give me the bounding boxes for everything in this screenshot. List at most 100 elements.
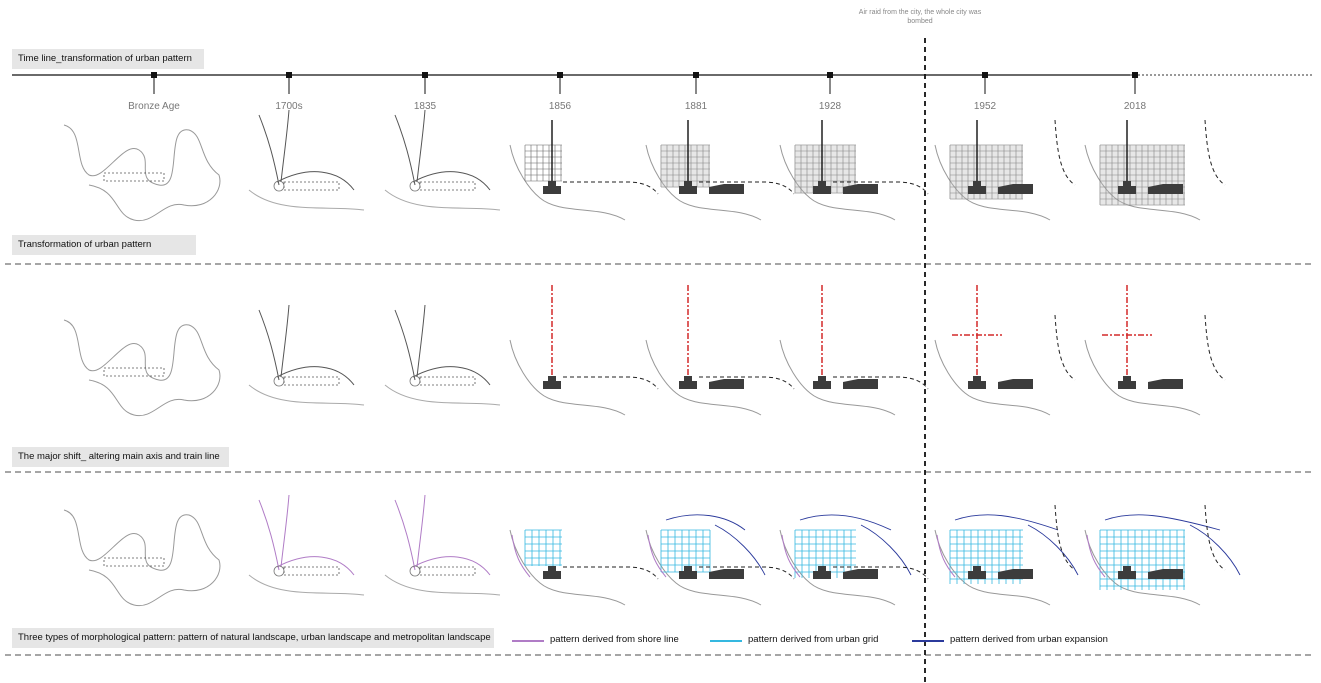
timeline-marker <box>422 72 428 78</box>
coastline <box>509 529 626 606</box>
port-block <box>684 376 692 382</box>
train-line <box>699 376 795 390</box>
train-line <box>699 566 795 580</box>
port-block <box>843 379 878 389</box>
period-label-6: 1952 <box>973 101 997 112</box>
map-bronze-age-row-1 <box>63 319 221 417</box>
road <box>394 114 416 186</box>
port-block <box>968 186 986 194</box>
coastline <box>509 339 626 416</box>
period-label-5: 1928 <box>818 101 842 112</box>
settlement-outline <box>103 557 165 567</box>
train-line <box>563 566 659 580</box>
timeline-marker <box>693 72 699 78</box>
legend-item-shore: pattern derived from shore line <box>512 634 679 645</box>
timeline-marker <box>1132 72 1138 78</box>
port-block <box>679 381 697 389</box>
legend-swatch-expansion <box>912 640 944 642</box>
period-label-2: 1835 <box>413 101 437 112</box>
shore-pattern <box>647 534 667 578</box>
port-block <box>679 186 697 194</box>
port-block <box>1118 186 1136 194</box>
port-block <box>709 569 744 579</box>
shore-pattern <box>781 534 801 578</box>
train-line <box>699 181 795 195</box>
map-1700s-row-2 <box>248 494 365 596</box>
port-block <box>1118 381 1136 389</box>
port-block <box>709 184 744 194</box>
expansion-pattern <box>714 524 766 576</box>
road <box>416 494 426 568</box>
coastline <box>509 144 626 221</box>
port-block <box>843 569 878 579</box>
expansion-pattern <box>1027 524 1079 576</box>
map-1835-row-0 <box>384 109 501 211</box>
port-block <box>543 381 561 389</box>
port-block <box>709 379 744 389</box>
settlement-outline <box>103 367 165 377</box>
expansion-pattern <box>1104 514 1221 531</box>
expansion-pattern <box>799 514 892 531</box>
timeline-marker <box>557 72 563 78</box>
expansion-pattern <box>1189 524 1241 576</box>
coastline <box>779 339 896 416</box>
coastline <box>384 384 501 406</box>
settlement-outline <box>283 376 340 386</box>
road <box>412 171 491 191</box>
port-block <box>973 566 981 572</box>
port-block <box>548 181 556 187</box>
map-2018-row-2 <box>1084 504 1241 606</box>
map-bronze-age-row-2 <box>63 509 221 607</box>
legend-label-grid: pattern derived from urban grid <box>748 634 879 645</box>
train-line <box>563 181 659 195</box>
road <box>258 114 280 186</box>
timeline-title: Time line_transformation of urban patter… <box>12 49 204 69</box>
legend-item-grid: pattern derived from urban grid <box>710 634 878 645</box>
port-block <box>548 376 556 382</box>
road <box>416 304 426 378</box>
timeline-marker <box>982 72 988 78</box>
legend-swatch-grid <box>710 640 742 642</box>
port-block <box>1123 376 1131 382</box>
port-block <box>843 184 878 194</box>
train-line <box>1204 119 1226 186</box>
port-block <box>1123 181 1131 187</box>
period-label-1: 1700s <box>275 101 303 112</box>
map-1835-row-1 <box>384 304 501 406</box>
shore-pattern <box>1086 534 1106 578</box>
natural-outline <box>63 509 221 607</box>
legend-item-expansion: pattern derived from urban expansion <box>912 634 1108 645</box>
train-line <box>1054 119 1076 186</box>
road <box>412 366 491 386</box>
coastline <box>1084 144 1201 221</box>
settlement-outline <box>103 172 165 182</box>
map-1856-row-2 <box>509 529 659 606</box>
road <box>258 499 280 571</box>
coastline <box>645 144 762 221</box>
coastline <box>645 339 762 416</box>
map-1952-row-2 <box>934 504 1079 606</box>
train-line <box>563 376 659 390</box>
port-block <box>998 379 1033 389</box>
coastline <box>1084 529 1201 606</box>
port-block <box>684 566 692 572</box>
port-block <box>818 566 826 572</box>
map-1928-row-2 <box>779 514 929 606</box>
expansion-pattern <box>665 514 746 531</box>
air-raid-note: Air raid from the city, the whole city w… <box>858 9 982 25</box>
coastline <box>248 189 365 211</box>
settlement-outline <box>283 566 340 576</box>
road <box>416 109 426 183</box>
port-block <box>813 186 831 194</box>
coastline <box>248 384 365 406</box>
port-block <box>1148 379 1183 389</box>
port-block <box>543 186 561 194</box>
train-line <box>833 566 929 580</box>
legend-label-shore: pattern derived from shore line <box>550 634 679 645</box>
road <box>280 304 290 378</box>
port-block <box>813 381 831 389</box>
map-1881-row-0 <box>645 120 795 221</box>
road <box>276 366 355 386</box>
map-1952-row-0 <box>934 119 1076 221</box>
